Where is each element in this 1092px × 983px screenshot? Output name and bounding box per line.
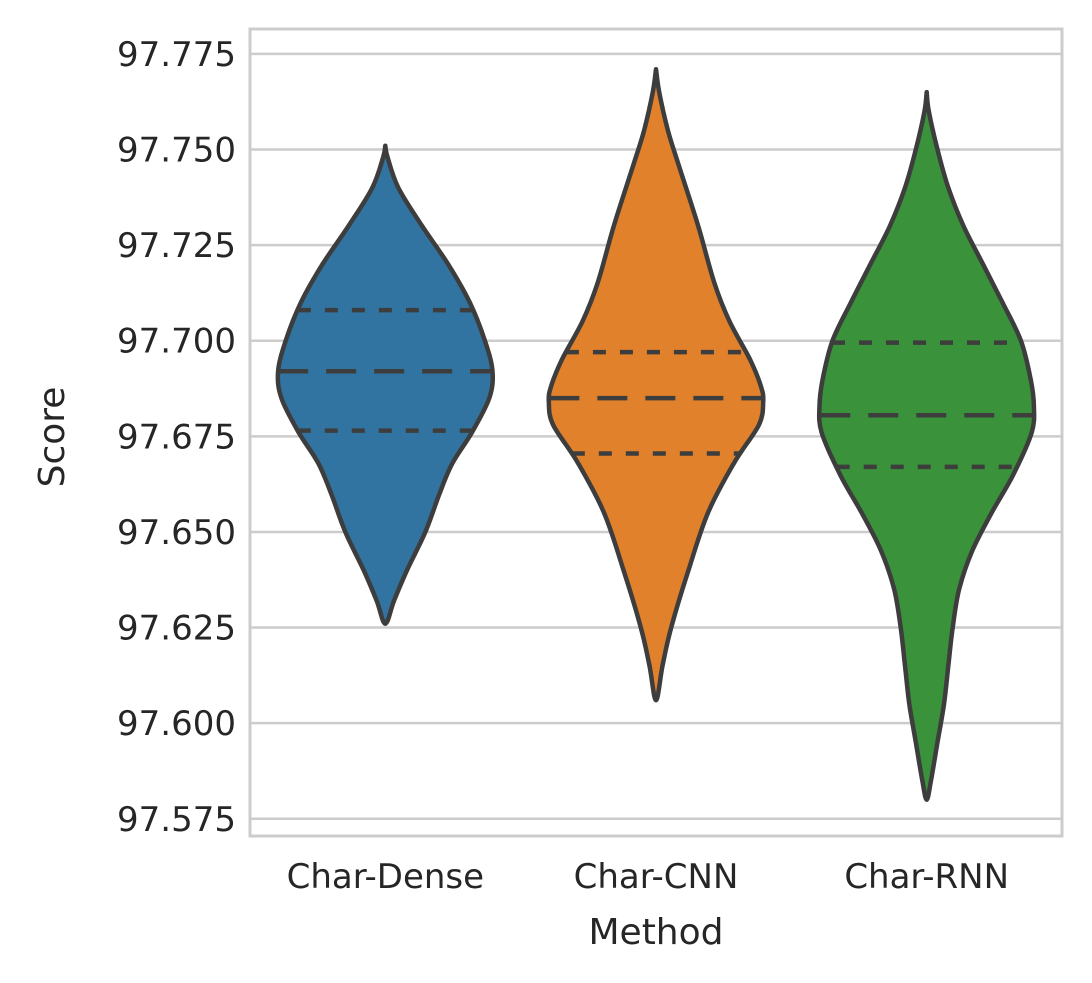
y-tick-label: 97.725 xyxy=(117,226,236,266)
x-tick-labels: Char-Dense Char-CNN Char-RNN xyxy=(287,857,1009,897)
y-tick-label: 97.600 xyxy=(117,704,236,744)
violin-char-dense xyxy=(275,143,496,626)
violin-body xyxy=(816,89,1037,802)
x-tick-label: Char-Dense xyxy=(287,857,484,897)
plot-frame xyxy=(248,27,1064,838)
y-tick-label: 97.575 xyxy=(117,800,236,840)
y-tick-label: 97.625 xyxy=(117,609,236,649)
y-tick-label: 97.675 xyxy=(117,417,236,457)
violin-body xyxy=(546,66,766,703)
violin-char-rnn xyxy=(816,89,1037,802)
y-tick-label: 97.650 xyxy=(117,513,236,553)
y-tick-label: 97.700 xyxy=(117,322,236,362)
y-tick-label: 97.775 xyxy=(117,35,236,75)
y-axis-label: Score xyxy=(32,387,73,488)
x-tick-label: Char-CNN xyxy=(574,857,739,897)
y-tick-labels: 97.575 97.600 97.625 97.650 97.675 97.700 97.7… xyxy=(117,35,236,840)
violin-char-cnn xyxy=(546,66,766,703)
violins xyxy=(275,66,1037,802)
y-tick-label: 97.750 xyxy=(117,130,236,170)
x-tick-label: Char-RNN xyxy=(844,857,1009,897)
x-axis-label: Method xyxy=(588,912,723,953)
violin-body xyxy=(275,143,496,626)
